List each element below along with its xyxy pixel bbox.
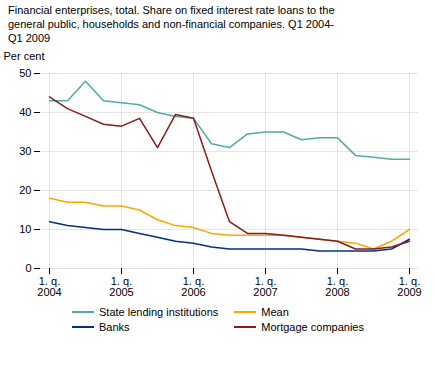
html-text:State lending institutions: State lending institutions bbox=[99, 306, 219, 319]
svg-text:1. q.2006: 1. q.2006 bbox=[181, 276, 205, 299]
svg-text:1. q.2005: 1. q.2005 bbox=[109, 276, 133, 299]
html-text:Banks: Banks bbox=[99, 321, 130, 334]
svg-text:1. q.2004: 1. q.2004 bbox=[37, 276, 61, 299]
svg-text:30: 30 bbox=[19, 145, 31, 157]
svg-text:1. q.2007: 1. q.2007 bbox=[253, 276, 277, 299]
svg-text:0: 0 bbox=[25, 262, 31, 274]
svg-text:1. q.2009: 1. q.2009 bbox=[397, 276, 421, 299]
svg-text:40: 40 bbox=[19, 106, 31, 118]
svg-text:50: 50 bbox=[19, 67, 31, 79]
svg-text:10: 10 bbox=[19, 223, 31, 235]
svg-text:1. q.2008: 1. q.2008 bbox=[325, 276, 349, 299]
svg-text:Per cent: Per cent bbox=[4, 51, 45, 63]
html-text:Mean: Mean bbox=[261, 306, 289, 319]
svg-text:20: 20 bbox=[19, 184, 31, 196]
html-text:Mortgage companies: Mortgage companies bbox=[261, 321, 364, 334]
html-text:Financial enterprises, total.: Financial enterprises, total. Share on f… bbox=[8, 4, 335, 44]
